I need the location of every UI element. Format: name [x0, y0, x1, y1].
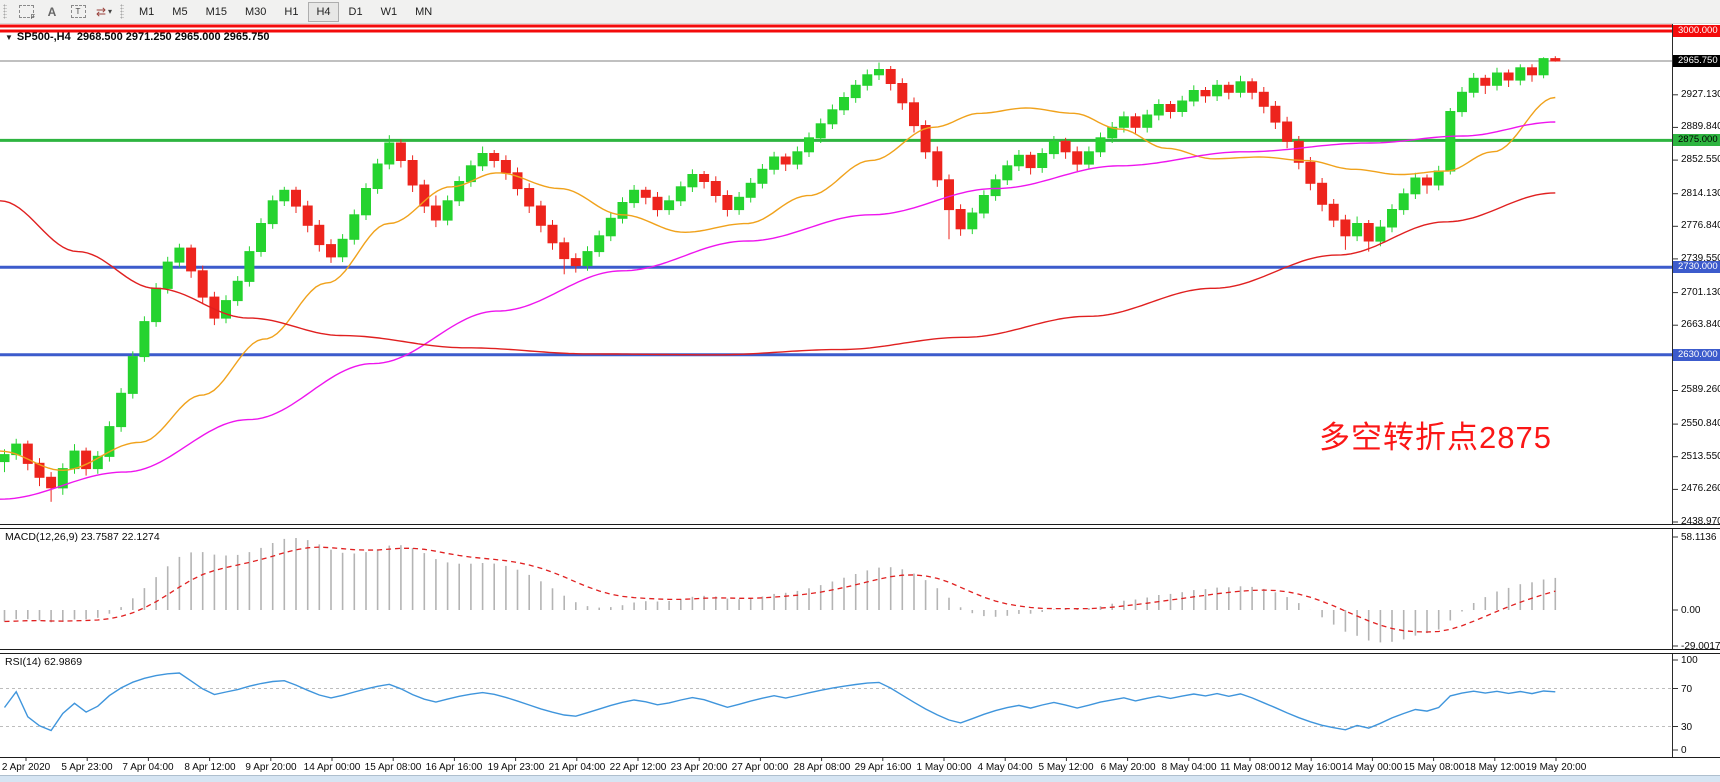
timeframe-button-m15[interactable]: M15 — [205, 5, 227, 18]
price-scale-label: 2739.550 — [1681, 253, 1720, 264]
price-scale-label: 2889.840 — [1681, 121, 1720, 132]
time-axis-label: 19 Apr 23:00 — [487, 762, 545, 773]
chart-window: ▼ SP500-,H4 2968.500 2971.250 2965.000 29… — [0, 23, 1720, 782]
time-axis-label: 29 Apr 16:00 — [854, 762, 912, 773]
time-axis-label: 18 May 12:00 — [1464, 762, 1526, 773]
time-axis-label: 14 Apr 00:00 — [303, 762, 361, 773]
timeframe-button-h4[interactable]: H4 — [308, 1, 339, 22]
timeframe-button-group: M1 M5 M15 M30 H1 H4 D1 W1 MN — [130, 1, 441, 22]
price-scale-label: 2814.130 — [1681, 188, 1720, 199]
time-axis-line — [0, 757, 1720, 758]
bottom-scroll-strip[interactable] — [0, 775, 1720, 782]
price-scale-label: 2589.260 — [1681, 384, 1720, 395]
pane-separator[interactable] — [0, 649, 1720, 654]
price-scale-label: 2663.840 — [1681, 319, 1720, 330]
ohlc-values: 2968.500 2971.250 2965.000 2965.750 — [76, 31, 270, 43]
rsi-scale-label: 30 — [1681, 722, 1693, 733]
dropdown-caret-icon: ▾ — [108, 7, 113, 16]
time-axis-label: 23 Apr 20:00 — [670, 762, 728, 773]
macd-signal-line — [4, 546, 1556, 633]
price-scale-label: 2550.840 — [1681, 418, 1720, 429]
macd-indicator-label: MACD(12,26,9) 23.7587 22.1274 — [5, 531, 160, 543]
price-badge: 2630.000 — [1673, 349, 1720, 361]
symbol-ohlc-readout: ▼ SP500-,H4 2968.500 2971.250 2965.000 29… — [5, 31, 270, 43]
rsi-scale-label: 0 — [1681, 745, 1687, 756]
price-scale-border — [1672, 24, 1673, 757]
price-scale-label: 2513.550 — [1681, 451, 1720, 462]
time-axis-label: 8 May 04:00 — [1161, 762, 1217, 773]
price-scale-label: 2701.130 — [1681, 287, 1720, 298]
time-axis-label: 5 Apr 23:00 — [61, 762, 113, 773]
macd-scale-label: -29.0017 — [1681, 641, 1720, 652]
timeframe-button-m5[interactable]: M5 — [172, 5, 188, 18]
ma-slow-red — [0, 192, 1556, 356]
timeframe-button-m1[interactable]: M1 — [139, 5, 155, 18]
price-badge: 3000.000 — [1673, 25, 1720, 37]
text-t-icon: T — [70, 5, 86, 18]
font-tool-button[interactable]: A — [42, 3, 62, 21]
price-badge: 2965.750 — [1673, 55, 1720, 67]
chart-canvas[interactable] — [0, 23, 1720, 781]
timeframe-button-mn[interactable]: MN — [415, 5, 433, 18]
macd-scale-label: 58.1136 — [1681, 532, 1717, 543]
price-scale-label: 2927.130 — [1681, 89, 1720, 100]
timeframe-button-d1[interactable]: D1 — [348, 5, 363, 18]
time-axis-label: 11 May 08:00 — [1220, 762, 1280, 773]
time-axis-label: 21 Apr 04:00 — [548, 762, 606, 773]
time-axis-label: 4 May 04:00 — [977, 762, 1033, 773]
symbol-expand-icon[interactable]: ▼ — [5, 33, 13, 42]
time-axis-label: 27 Apr 00:00 — [731, 762, 789, 773]
chart-text-annotation[interactable]: 多空转折点2875 — [1319, 420, 1552, 455]
price-scale-label: 2776.840 — [1681, 220, 1720, 231]
text-label-tool-button[interactable]: T — [68, 3, 88, 21]
rsi-scale-label: 70 — [1681, 684, 1693, 695]
timeframe-button-m30[interactable]: M30 — [244, 5, 267, 18]
toolbar: F A T ⇄ ▾ M1 M5 M15 M30 H1 H4 D1 W1 MN — [0, 0, 1720, 24]
rsi-scale-label: 100 — [1681, 655, 1698, 666]
time-axis-label: 7 Apr 04:00 — [122, 762, 174, 773]
ma-fast-orange — [0, 96, 1556, 472]
price-scale-label: 2852.550 — [1681, 154, 1720, 165]
symbol-name: SP500-,H4 — [16, 31, 71, 43]
time-axis-label: 16 Apr 16:00 — [425, 762, 483, 773]
ma-mid-magenta — [0, 121, 1556, 500]
timeframe-button-h1[interactable]: H1 — [284, 5, 299, 18]
cycle-arrows-icon: ⇄ — [95, 4, 107, 19]
frame-f-tool-button[interactable]: F — [16, 3, 36, 21]
time-axis-label: 9 Apr 20:00 — [245, 762, 297, 773]
time-axis-label: 14 May 00:00 — [1341, 762, 1403, 773]
macd-pane[interactable] — [0, 528, 1672, 649]
frame-f-label: F — [30, 13, 35, 21]
macd-scale-label: 0.00 — [1681, 605, 1701, 616]
cycle-arrows-tool-button[interactable]: ⇄ ▾ — [94, 3, 114, 21]
time-axis-label: 28 Apr 08:00 — [793, 762, 851, 773]
time-axis-label: 2 Apr 2020 — [1, 762, 51, 773]
price-badge: 2730.000 — [1673, 261, 1720, 273]
font-a-icon: A — [47, 4, 57, 19]
time-axis-label: 12 May 16:00 — [1280, 762, 1342, 773]
price-scale-label: 2476.260 — [1681, 483, 1720, 494]
price-badge: 2875.000 — [1673, 134, 1720, 146]
toolbar-grip-handle[interactable] — [120, 4, 124, 19]
time-axis-label: 8 Apr 12:00 — [184, 762, 236, 773]
pane-separator[interactable] — [0, 524, 1720, 529]
time-axis-label: 15 Apr 08:00 — [364, 762, 422, 773]
dashed-frame-icon — [18, 5, 34, 18]
timeframe-button-w1[interactable]: W1 — [380, 5, 398, 18]
toolbar-grip-handle[interactable] — [3, 4, 7, 19]
time-axis-label: 1 May 00:00 — [916, 762, 972, 773]
rsi-line — [3, 672, 1556, 732]
time-axis-label: 6 May 20:00 — [1100, 762, 1156, 773]
time-axis-label: 19 May 20:00 — [1525, 762, 1587, 773]
time-axis-label: 5 May 12:00 — [1038, 762, 1094, 773]
time-axis-label: 22 Apr 12:00 — [609, 762, 667, 773]
rsi-indicator-label: RSI(14) 62.9869 — [5, 656, 83, 668]
time-axis-label: 15 May 08:00 — [1403, 762, 1465, 773]
price-scale-label: 2438.970 — [1681, 516, 1720, 527]
rsi-pane[interactable] — [0, 653, 1672, 757]
